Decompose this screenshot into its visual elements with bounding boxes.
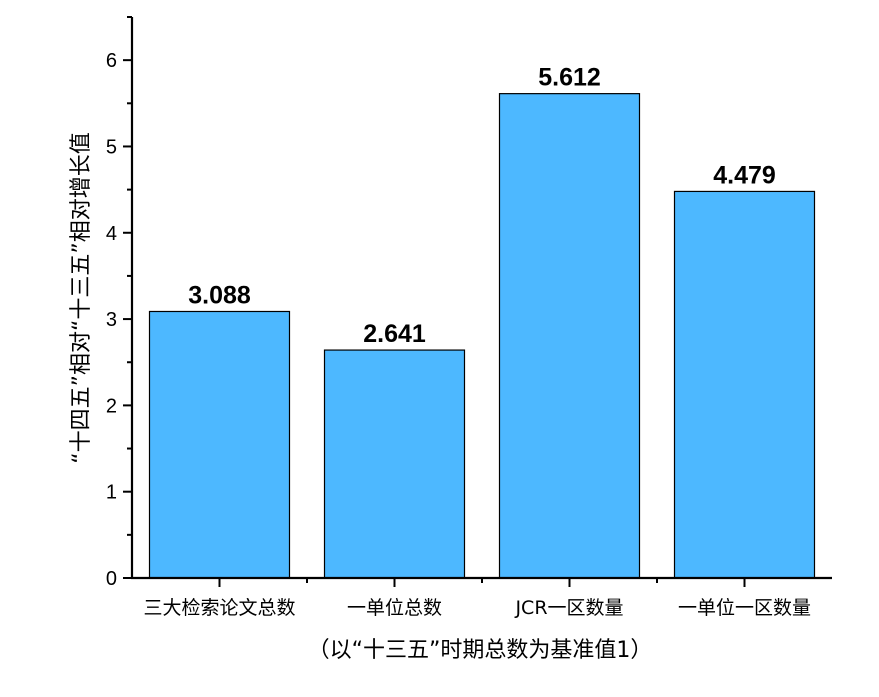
data-label: 4.479: [713, 161, 776, 189]
y-tick-label: 5: [106, 136, 117, 158]
y-tick-label: 6: [106, 50, 117, 72]
x-axis-title: （以“十三五”时期总数为基准值1）: [308, 638, 653, 663]
y-tick-label: 3: [106, 309, 117, 331]
y-tick-label: 0: [106, 568, 117, 590]
y-tick-label: 2: [106, 395, 117, 417]
bar: [673, 190, 816, 579]
data-label: 5.612: [538, 64, 601, 92]
x-tick-label: 一单位总数: [347, 597, 442, 619]
bar: [498, 93, 641, 579]
bar: [323, 349, 466, 579]
y-axis-title: “十四五”相对“十三五”相对增长值: [69, 132, 94, 464]
x-tick-label: 一单位一区数量: [678, 597, 811, 619]
axes: 三大检索论文总数 一单位总数 JCR一区数量 一单位一区数量 0 1 2 3 4 5 6: [106, 16, 832, 619]
x-tick-label: 三大检索论文总数: [143, 597, 295, 619]
y-tick-label: 4: [106, 223, 117, 245]
y-tick-label: 1: [106, 482, 117, 504]
bars: 3.088 2.641 5.612 4.479: [148, 64, 816, 579]
x-tick-label: JCR一区数量: [514, 597, 623, 619]
bar: [148, 310, 291, 579]
data-label: 2.641: [363, 320, 426, 348]
data-label: 3.088: [188, 281, 251, 309]
